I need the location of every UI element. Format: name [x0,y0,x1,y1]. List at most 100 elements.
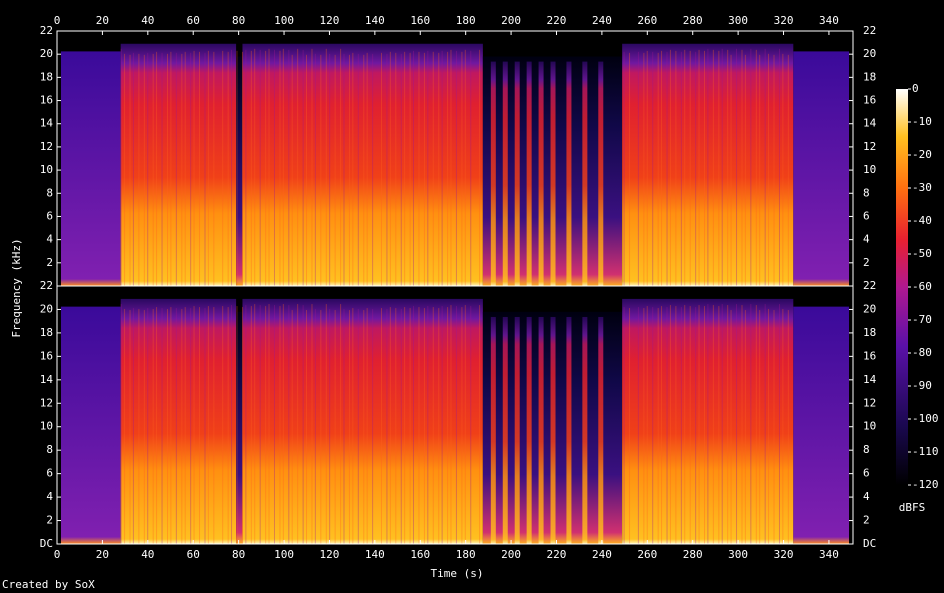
y-tick-label-right: 8 [863,186,870,199]
spectral-line [143,54,145,286]
spectral-burst [566,316,572,544]
spectral-line [132,308,134,544]
spectral-line [643,52,645,286]
spectral-line [395,308,397,544]
spectral-line [652,307,654,544]
y-tick-label: 6 [46,467,53,480]
spectral-region [60,306,121,544]
y-tick-label: 8 [46,443,53,456]
spectral-line [768,53,770,286]
spectral-region [120,43,237,286]
spectral-line [759,310,761,544]
spectral-line [661,306,663,544]
spectral-line [199,51,201,286]
colorbar-tick-label: -100 [912,412,939,425]
x-tick-label: 320 [774,548,794,561]
colorbar-tick-label: -60 [912,280,932,293]
spectral-line [213,51,215,286]
spectral-line [652,51,654,286]
spectral-line [343,309,345,544]
spectral-region [120,298,237,544]
spectral-burst [566,61,572,286]
spectral-line [268,48,270,286]
x-tick-label: 240 [592,548,612,561]
spectral-line [423,52,425,286]
spectral-line [675,306,677,544]
spectral-line [698,305,700,544]
spectral-line [675,50,677,286]
spectral-line [184,307,186,544]
y-tick-label-right: 10 [863,420,876,433]
colorbar-tick-label: -40 [912,214,932,227]
colorbar-tick-label: -30 [912,181,932,194]
spectral-line [380,52,382,286]
spectral-region [242,43,483,286]
spectral-line [352,52,354,286]
colorbar-tick-label: -80 [912,346,932,359]
spectral-line [167,309,169,544]
spectral-line [282,304,284,544]
spectral-line [259,49,261,286]
spectral-burst [538,61,544,286]
spectral-line [268,304,270,544]
spectral-region [236,311,243,544]
spectral-line [684,49,686,286]
spectral-line [643,308,645,544]
spectral-line [363,54,365,286]
spectral-line [236,50,238,286]
spectral-line [404,307,406,544]
x-tick-label: 220 [547,14,567,27]
spectral-line [736,48,738,286]
y-tick-label: 16 [40,94,53,107]
x-tick-label: 280 [683,548,703,561]
y-tick-label-right: 4 [863,490,870,503]
y-tick-label: 22 [40,24,53,37]
spectral-line [438,52,440,286]
spectral-line [409,308,411,544]
spectral-line [279,50,281,286]
spectral-burst [550,61,556,286]
spectral-line [340,48,342,286]
spectral-burst [526,61,532,286]
spectral-line [273,305,275,544]
spectral-region [793,51,850,287]
x-tick-label: 120 [320,14,340,27]
y-tick-label-right: 2 [863,256,870,269]
spectral-line [366,52,368,286]
spectral-line [623,307,625,544]
spectral-line [288,49,290,286]
spectral-line [236,306,238,544]
x-tick-label: 120 [320,548,340,561]
spectral-line [213,307,215,544]
spectral-line [389,307,391,544]
spectral-line [782,309,784,544]
spectral-region [236,56,243,286]
spectral-line [712,305,714,544]
spectral-line [764,304,766,544]
spectral-line [181,53,183,286]
spectral-line [161,308,163,544]
spectral-line [479,49,481,286]
colorbar-tick-label: -50 [912,247,932,260]
y-tick-label: 10 [40,163,53,176]
spectral-line [152,53,154,286]
x-tick-label: 20 [96,548,109,561]
spectral-line [175,52,177,286]
spectral-line [297,304,299,544]
spectral-line [334,54,336,286]
spectral-line [629,52,631,286]
spectral-line [718,306,720,544]
y-tick-label-right: 22 [863,279,876,292]
spectral-line [170,51,172,286]
spectral-line [259,305,261,544]
spectral-line [124,309,126,544]
spectral-burst [514,61,520,286]
spectral-line [204,308,206,544]
spectral-line [750,304,752,544]
spectral-line [427,306,429,544]
spectral-burst [582,61,588,286]
spectral-line [129,54,131,286]
spectral-line [120,304,122,544]
spectral-line [306,310,308,544]
spectral-line [782,53,784,286]
